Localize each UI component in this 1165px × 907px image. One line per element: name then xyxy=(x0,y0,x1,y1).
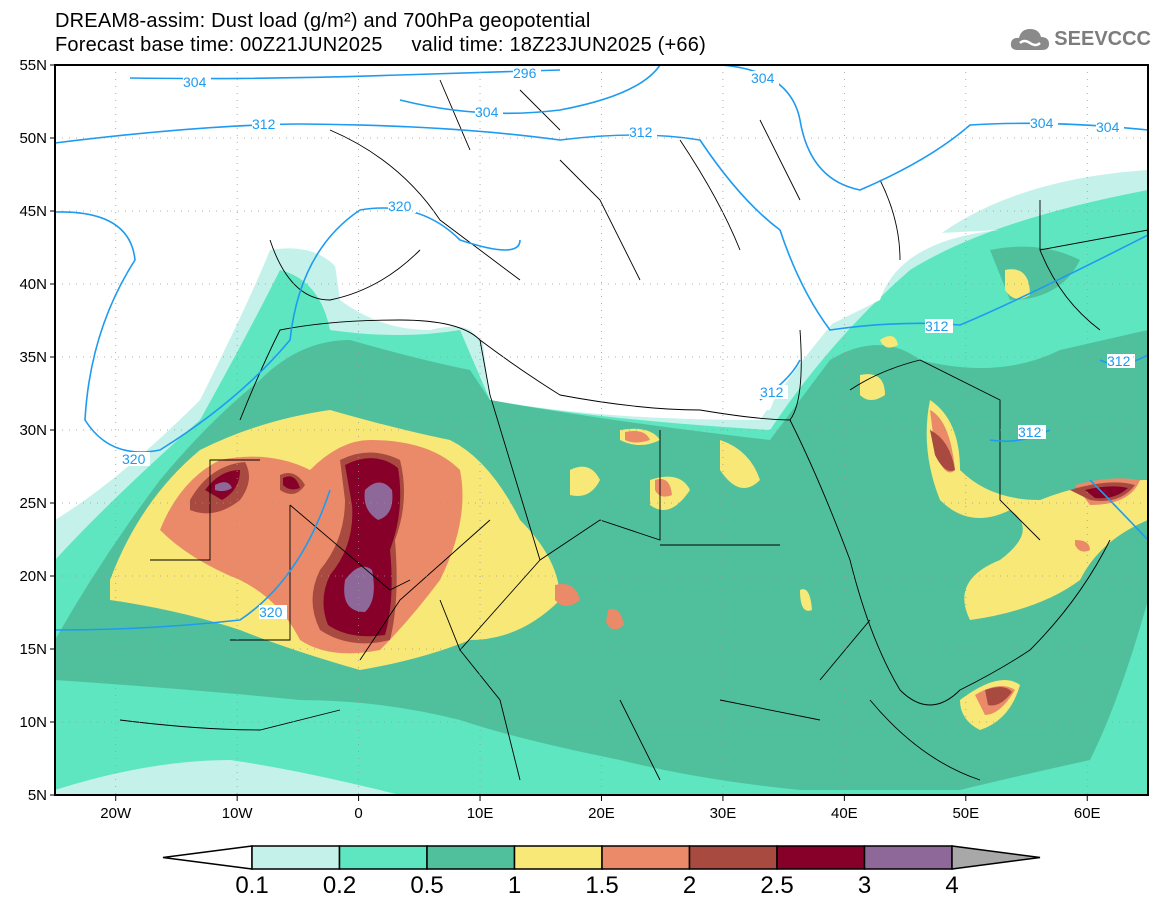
atlantic-clear xyxy=(55,65,1148,470)
lat-label: 50N xyxy=(19,130,47,147)
lat-label: 20N xyxy=(19,568,47,585)
mediterranean-area xyxy=(420,230,1000,410)
colorbar-swatch xyxy=(426,845,516,870)
contour-label: 304 xyxy=(1030,115,1054,131)
contour-label: 304 xyxy=(475,104,499,120)
lat-label: 10N xyxy=(19,714,47,731)
lon-label: 40E xyxy=(831,805,858,822)
contour-label: 296 xyxy=(513,65,537,81)
contour-labels: 304 296 304 304 304 304 312 312 312 312 … xyxy=(122,65,1135,620)
contour-label: 304 xyxy=(751,70,775,86)
colorbar-label: 0.1 xyxy=(235,872,268,899)
contour-label: 320 xyxy=(388,198,412,214)
lon-label: 10W xyxy=(222,805,254,822)
lon-label: 60E xyxy=(1074,805,1101,822)
lat-label: 55N xyxy=(19,57,47,74)
lat-label: 5N xyxy=(28,787,47,804)
dust-level-1 xyxy=(926,400,1148,620)
colorbar-label: 2.5 xyxy=(760,872,793,899)
contour-label: 320 xyxy=(122,451,146,467)
lat-label: 35N xyxy=(19,349,47,366)
colorbar-swatch xyxy=(338,845,428,870)
contour-label: 312 xyxy=(252,116,276,132)
colorbar-label: 4 xyxy=(945,872,958,899)
lat-label: 25N xyxy=(19,495,47,512)
colorbar-swatch xyxy=(776,845,866,870)
colorbar-label: 0.5 xyxy=(410,872,443,899)
colorbar-swatch xyxy=(601,845,691,870)
lat-label: 40N xyxy=(19,276,47,293)
colorbar-under-arrow xyxy=(162,845,253,870)
dust-level-2.5 xyxy=(205,458,1128,637)
lon-label: 10E xyxy=(467,805,494,822)
colorbar-swatch xyxy=(688,845,778,870)
colorbar-label: 0.2 xyxy=(323,872,356,899)
dust-level-1 xyxy=(800,269,1030,730)
map-title: DREAM8-assim: Dust load (g/m²) and 700hP… xyxy=(55,10,591,32)
contour-label: 304 xyxy=(1096,119,1120,135)
dust-load-field: 304 296 304 304 304 304 312 312 312 312 … xyxy=(55,65,1148,795)
colorbar-swatch xyxy=(863,845,953,870)
lon-label: 30E xyxy=(710,805,737,822)
colorbar-label: 3 xyxy=(858,872,871,899)
colorbar-over-arrow xyxy=(951,845,1041,870)
lon-label: 20W xyxy=(100,805,132,822)
colorbar-label: 1.5 xyxy=(585,872,618,899)
country-borders xyxy=(119,79,1148,781)
lat-label: 30N xyxy=(19,422,47,439)
graticule xyxy=(55,65,1148,795)
colorbar-label: 1 xyxy=(508,872,521,899)
contour-label: 312 xyxy=(1107,353,1131,369)
lon-label: 0 xyxy=(354,805,362,822)
colorbar-label: 2 xyxy=(683,872,696,899)
map-axes: 55N 50N 45N 40N 35N 30N 25N 20N 15N 10N 5N 20W 10W 0 1… xyxy=(19,57,1100,822)
lat-label: 15N xyxy=(19,641,47,658)
forecast-time-subtitle: Forecast base time: 00Z21JUN2025 valid t… xyxy=(55,34,706,56)
colorbar: 0.1 0.2 0.5 1 1.5 2 2.5 3 4 xyxy=(162,845,1041,899)
colorbar-swatch xyxy=(513,845,603,870)
contour-label: 312 xyxy=(925,318,949,334)
lat-label: 45N xyxy=(19,203,47,220)
seevccc-logo: SEEVCCC xyxy=(1010,26,1151,52)
contour-label: 312 xyxy=(629,124,653,140)
contour-label: 320 xyxy=(259,604,283,620)
lon-label: 50E xyxy=(952,805,979,822)
contour-label: 312 xyxy=(760,384,784,400)
dust-level-3 xyxy=(215,482,393,612)
mediterranean-west xyxy=(330,230,480,340)
contour-label: 304 xyxy=(183,74,207,90)
colorbar-swatch xyxy=(251,845,341,870)
logo-text: SEEVCCC xyxy=(1054,27,1151,50)
lon-label: 20E xyxy=(588,805,615,822)
contour-label: 312 xyxy=(1018,424,1042,440)
cloud-icon xyxy=(1011,29,1050,50)
